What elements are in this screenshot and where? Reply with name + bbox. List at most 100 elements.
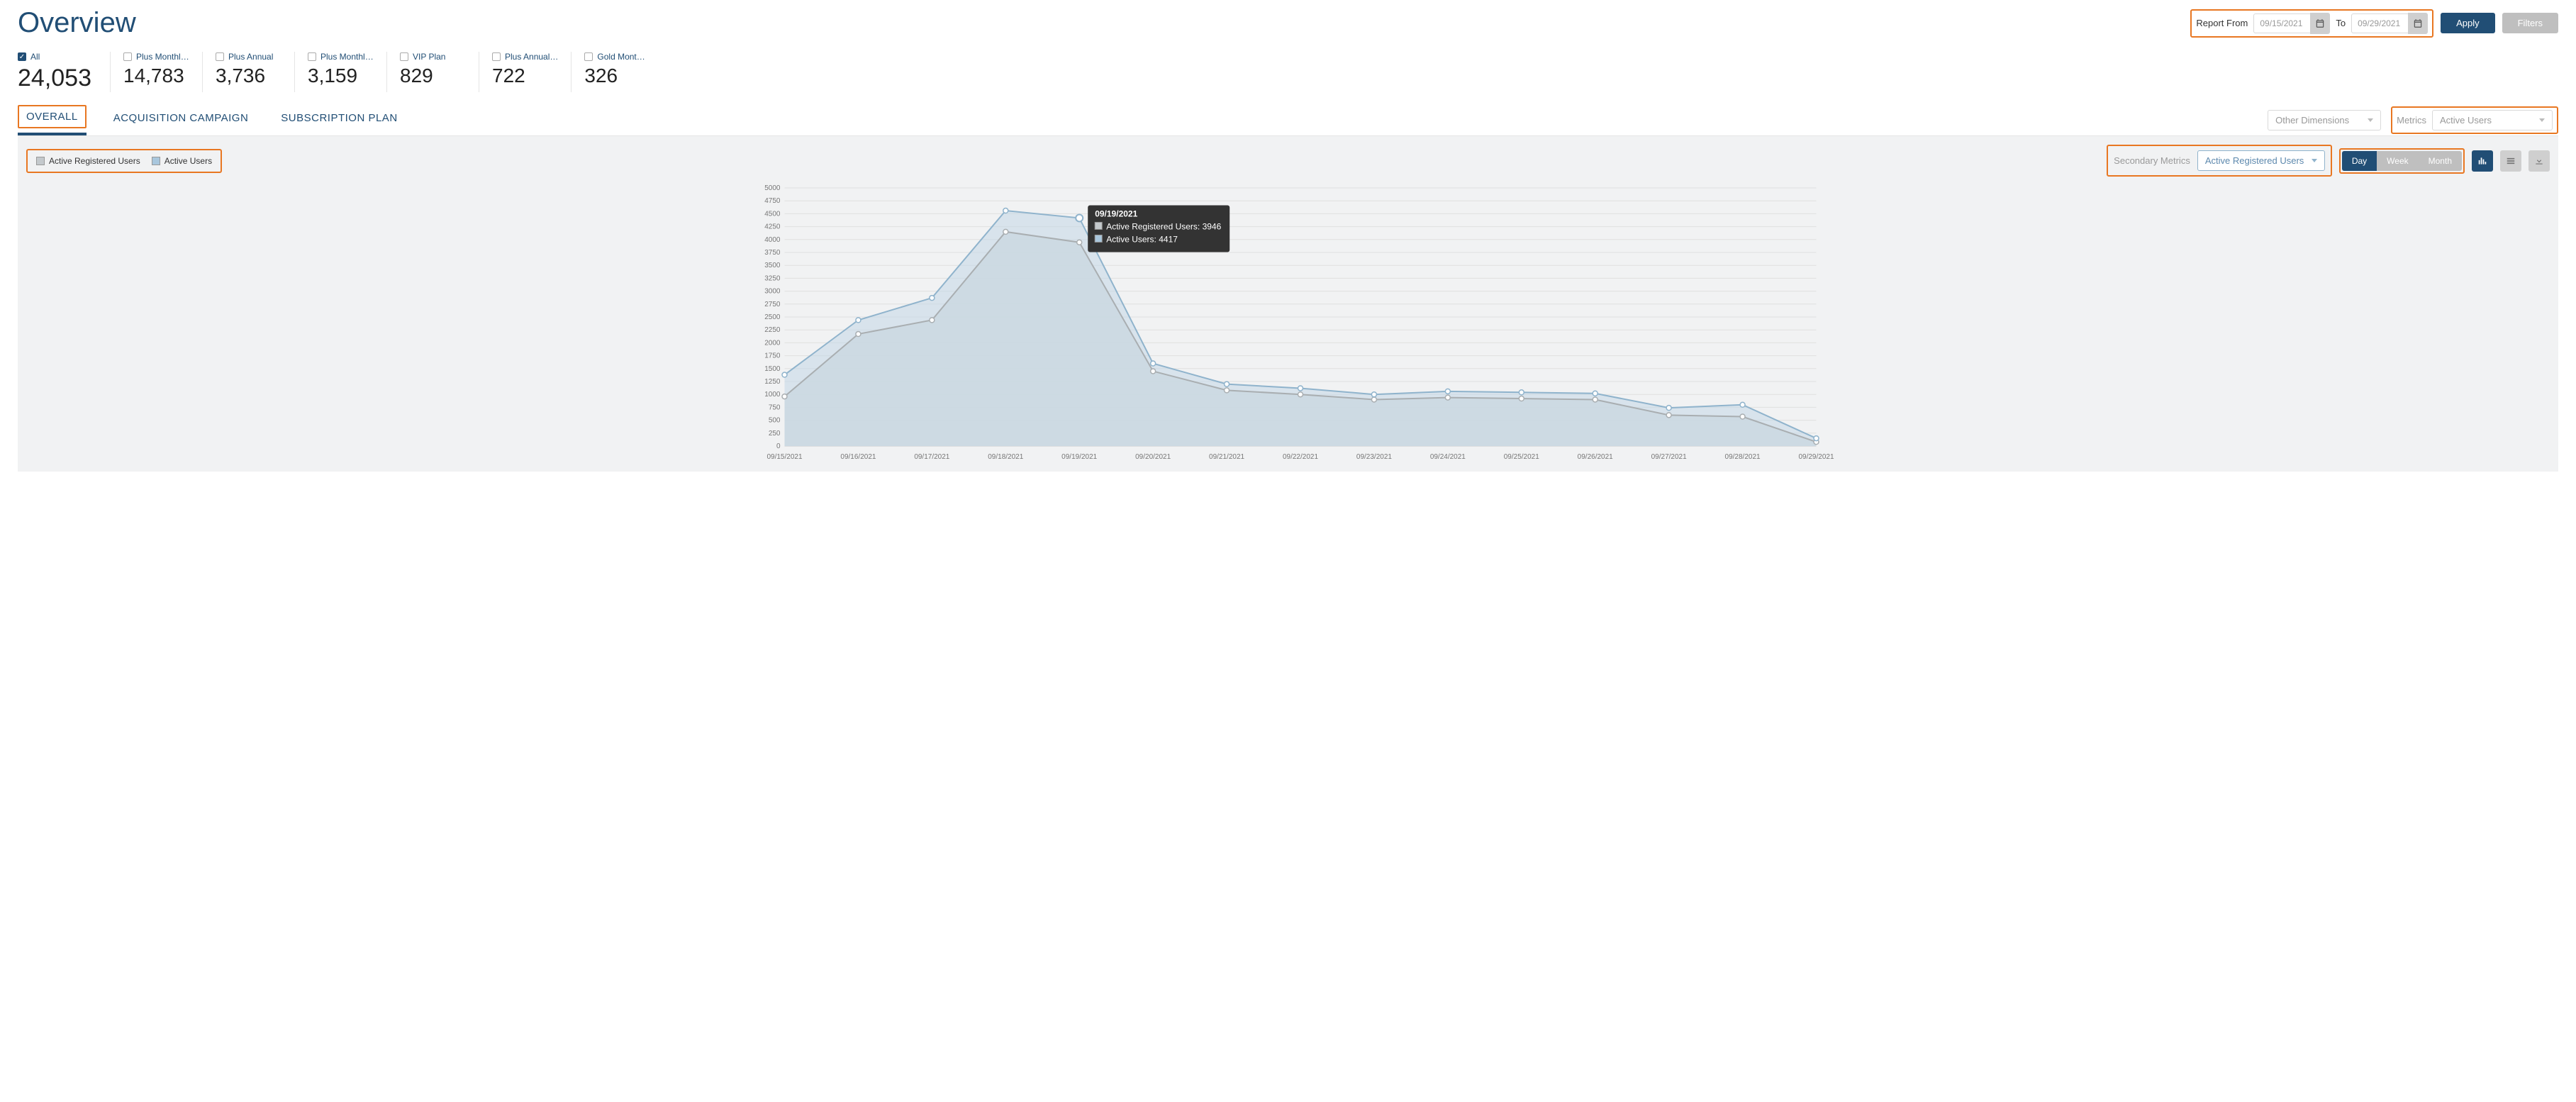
report-controls: Report From To Apply Filters [2190, 9, 2558, 38]
stat-value: 3,159 [308, 65, 374, 87]
svg-text:750: 750 [769, 403, 781, 411]
apply-button[interactable]: Apply [2441, 13, 2495, 33]
stat-checkbox[interactable] [216, 52, 224, 61]
report-date-group: Report From To [2190, 9, 2433, 38]
svg-text:250: 250 [769, 430, 781, 438]
stat-value: 326 [584, 65, 650, 87]
svg-text:09/25/2021: 09/25/2021 [1504, 453, 1539, 461]
report-to-input[interactable] [2351, 13, 2408, 33]
legend-item[interactable]: Active Registered Users [36, 156, 140, 166]
svg-text:09/22/2021: 09/22/2021 [1283, 453, 1318, 461]
stat-checkbox[interactable] [123, 52, 132, 61]
svg-text:4000: 4000 [764, 236, 781, 244]
report-to-label: To [2336, 18, 2346, 28]
stat-label: All [30, 52, 40, 62]
report-from-input[interactable] [2253, 13, 2310, 33]
stats-row: ✓ All 24,053 Plus Monthl… 14,783 Plus An… [18, 52, 2558, 92]
other-dimensions-select[interactable]: Other Dimensions [2268, 110, 2381, 130]
svg-text:09/26/2021: 09/26/2021 [1578, 453, 1613, 461]
svg-text:Active Users: 4417: Active Users: 4417 [1106, 234, 1178, 244]
stat-label: Plus Monthl… [320, 52, 374, 62]
svg-text:1000: 1000 [764, 391, 781, 399]
secondary-metrics-select[interactable]: Active Registered Users [2197, 150, 2325, 171]
svg-text:09/16/2021: 09/16/2021 [840, 453, 876, 461]
download-icon[interactable] [2528, 150, 2550, 172]
stat-checkbox[interactable]: ✓ [18, 52, 26, 61]
stat-checkbox[interactable] [492, 52, 501, 61]
svg-text:09/29/2021: 09/29/2021 [1798, 453, 1834, 461]
report-from-label: Report From [2196, 18, 2248, 28]
granularity-month[interactable]: Month [2419, 151, 2462, 171]
stat-value: 14,783 [123, 65, 189, 87]
stat-value: 829 [400, 65, 466, 87]
tab-subscription-plan[interactable]: SUBSCRIPTION PLAN [275, 105, 403, 135]
stat-label: VIP Plan [413, 52, 445, 62]
svg-text:4750: 4750 [764, 197, 781, 205]
stat-label: Plus Monthl… [136, 52, 189, 62]
calendar-icon[interactable] [2408, 13, 2428, 34]
svg-text:5000: 5000 [764, 184, 781, 192]
stat-card: Plus Monthl… 14,783 [110, 52, 202, 92]
chevron-down-icon [2539, 118, 2545, 122]
calendar-icon[interactable] [2310, 13, 2330, 34]
stat-label: Plus Annual [228, 52, 273, 62]
svg-text:09/19/2021: 09/19/2021 [1095, 208, 1137, 218]
bar-chart-icon[interactable] [2472, 150, 2493, 172]
tab-acquisition-campaign[interactable]: ACQUISITION CAMPAIGN [108, 105, 255, 135]
other-dimensions-label: Other Dimensions [2275, 115, 2349, 126]
chart-legend: Active Registered Users Active Users [26, 149, 222, 173]
filters-button[interactable]: Filters [2502, 13, 2558, 33]
chart: 0250500750100012501500175020002250250027… [26, 181, 2550, 464]
svg-text:500: 500 [769, 417, 781, 425]
svg-text:4250: 4250 [764, 223, 781, 231]
chevron-down-icon [2368, 118, 2373, 122]
stat-checkbox[interactable] [400, 52, 408, 61]
svg-text:2500: 2500 [764, 313, 781, 321]
granularity-week[interactable]: Week [2377, 151, 2418, 171]
svg-text:4500: 4500 [764, 210, 781, 218]
svg-text:1750: 1750 [764, 352, 781, 360]
stat-card: Gold Mont… 326 [571, 52, 663, 92]
stat-card: ✓ All 24,053 [18, 52, 110, 92]
svg-text:09/17/2021: 09/17/2021 [914, 453, 949, 461]
legend-item[interactable]: Active Users [152, 156, 212, 166]
svg-text:1250: 1250 [764, 378, 781, 386]
stat-card: Plus Annual… 722 [479, 52, 571, 92]
list-view-icon[interactable] [2500, 150, 2521, 172]
stat-checkbox[interactable] [308, 52, 316, 61]
granularity-toggle: DayWeekMonth [2342, 151, 2462, 171]
stat-card: Plus Monthl… 3,159 [294, 52, 386, 92]
svg-text:3250: 3250 [764, 274, 781, 282]
stat-label: Plus Annual… [505, 52, 558, 62]
secondary-metrics-group: Secondary Metrics Active Registered User… [2107, 145, 2332, 177]
stat-value: 24,053 [18, 65, 97, 92]
legend-label: Active Users [165, 156, 212, 166]
svg-text:2750: 2750 [764, 301, 781, 308]
svg-text:09/21/2021: 09/21/2021 [1209, 453, 1244, 461]
legend-swatch [36, 157, 45, 165]
svg-text:3750: 3750 [764, 249, 781, 257]
secondary-metrics-label: Secondary Metrics [2114, 155, 2190, 166]
chevron-down-icon [2312, 159, 2317, 162]
granularity-day[interactable]: Day [2342, 151, 2377, 171]
svg-text:09/20/2021: 09/20/2021 [1135, 453, 1171, 461]
metrics-select[interactable]: Active Users [2432, 110, 2553, 130]
stat-value: 3,736 [216, 65, 281, 87]
stat-checkbox[interactable] [584, 52, 593, 61]
stat-card: VIP Plan 829 [386, 52, 479, 92]
stat-card: Plus Annual 3,736 [202, 52, 294, 92]
svg-text:2250: 2250 [764, 326, 781, 334]
stat-label: Gold Mont… [597, 52, 645, 62]
svg-text:3500: 3500 [764, 262, 781, 269]
secondary-metrics-value: Active Registered Users [2205, 155, 2304, 166]
tab-underline [18, 133, 87, 135]
svg-text:09/23/2021: 09/23/2021 [1356, 453, 1392, 461]
metrics-value: Active Users [2440, 115, 2492, 126]
svg-text:2000: 2000 [764, 339, 781, 347]
legend-label: Active Registered Users [49, 156, 140, 166]
tab-overall[interactable]: OVERALL [18, 105, 87, 128]
svg-text:09/27/2021: 09/27/2021 [1651, 453, 1687, 461]
tabs: OVERALL ACQUISITION CAMPAIGN SUBSCRIPTION … [18, 105, 2268, 135]
svg-text:0: 0 [776, 443, 781, 450]
stat-value: 722 [492, 65, 558, 87]
